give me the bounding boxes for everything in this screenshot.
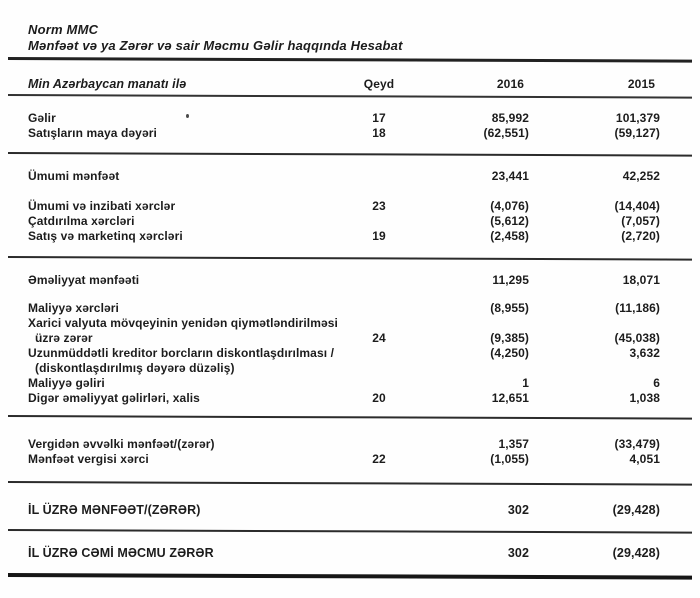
row-note: 19	[372, 229, 386, 243]
row-value-2016: (4,076)	[490, 199, 529, 213]
row-label: İL ÜZRƏ CƏMİ MƏCMU ZƏRƏR	[28, 546, 214, 560]
table-row-fx-revaluation-line1: Xarici valyuta mövqeyinin yenidən qiymət…	[28, 316, 660, 331]
column-header-2015: 2015	[627, 77, 655, 91]
row-label: Ümumi mənfəət	[28, 169, 120, 183]
table-row-total-comprehensive-loss: İL ÜZRƏ CƏMİ MƏCMU ZƏRƏR 302 (29,428)	[28, 546, 660, 561]
row-value-2016: 11,295	[492, 273, 529, 287]
statement-content: Norm MMC Mənfəət və ya Zərər və sair Məc…	[7, 22, 693, 580]
row-label: Maliyyə gəliri	[28, 376, 105, 390]
row-label: Əməliyyat mənfəəti	[28, 273, 140, 287]
row-label: Uzunmüddətli kreditor borcların diskontl…	[28, 346, 335, 360]
row-value-2016: 12,651	[491, 391, 529, 405]
row-label: Gəlir	[28, 111, 56, 125]
row-value-2016: (8,955)	[490, 301, 529, 315]
row-value-2015: 6	[653, 376, 660, 390]
table-row-discounting-line2: (diskontlaşdırılmış dəyərə düzəliş)	[28, 361, 660, 376]
row-value-2016: 1	[522, 376, 529, 390]
scan-artifact-dot	[186, 114, 189, 118]
row-label: üzrə zərər	[35, 331, 93, 345]
row-note: 18	[372, 126, 386, 140]
row-value-2016: (1,055)	[490, 452, 529, 466]
table-row-discounting-line1: Uzunmüddətli kreditor borcların diskontl…	[28, 346, 660, 361]
column-header-note: Qeyd	[363, 77, 395, 91]
row-value-2015: (59,127)	[614, 126, 660, 140]
section-divider	[7, 152, 692, 157]
company-name: Norm MMC	[28, 22, 99, 37]
row-value-2016: 302	[507, 503, 529, 517]
row-value-2015: 3,632	[629, 346, 660, 360]
row-value-2015: (45,038)	[614, 331, 660, 345]
row-value-2015: (29,428)	[612, 546, 660, 560]
section-divider	[7, 529, 692, 534]
row-note: 17	[372, 111, 386, 125]
row-label: Mənfəət vergisi xərci	[28, 452, 149, 466]
table-row-revenue: Gəlir 17 85,992 101,379	[28, 111, 660, 126]
row-label: Satış və marketinq xərcləri	[28, 229, 183, 243]
row-label: Vergidən əvvəlki mənfəət/(zərər)	[28, 437, 215, 451]
row-value-2015: 18,071	[622, 273, 660, 287]
row-label: Ümumi və inzibati xərclər	[28, 199, 176, 213]
section-divider	[7, 481, 692, 486]
section-divider	[7, 415, 692, 420]
row-label: Digər əməliyyat gəlirləri, xalis	[28, 391, 200, 405]
row-value-2015: 42,252	[622, 169, 660, 183]
row-label: Satışların maya dəyəri	[28, 126, 157, 140]
row-label: İL ÜZRƏ MƏNFƏƏT/(ZƏRƏR)	[28, 503, 201, 517]
row-value-2016: 85,992	[491, 111, 529, 125]
table-row-gross-profit: Ümumi mənfəət 23,441 42,252	[28, 169, 660, 184]
row-label: Maliyyə xərcləri	[28, 301, 119, 315]
row-value-2016: (2,458)	[490, 229, 529, 243]
row-value-2015: 4,051	[629, 452, 660, 466]
row-note: 23	[372, 199, 386, 213]
table-header-row: Min Azərbaycan manatı ilə Qeyd 2016 2015	[28, 77, 660, 94]
unit-label: Min Azərbaycan manatı ilə	[28, 77, 187, 91]
row-label: Çatdırılma xərcləri	[28, 214, 135, 228]
row-value-2015: 101,379	[615, 111, 660, 125]
bottom-divider	[7, 573, 693, 580]
row-value-2016: 23,441	[491, 169, 529, 183]
section-divider	[7, 256, 692, 261]
row-value-2016: (4,250)	[490, 346, 529, 360]
row-label: (diskontlaşdırılmış dəyərə düzəliş)	[35, 361, 235, 375]
row-value-2015: (11,186)	[615, 301, 660, 315]
table-row-cost-of-sales: Satışların maya dəyəri 18 (62,551) (59,1…	[28, 126, 660, 141]
row-note: 24	[372, 331, 386, 345]
table-row-finance-costs: Maliyyə xərcləri (8,955) (11,186)	[28, 301, 660, 316]
header-divider	[7, 94, 692, 99]
row-note: 20	[372, 391, 386, 405]
row-value-2015: (7,057)	[621, 214, 660, 228]
table-row-delivery-expenses: Çatdırılma xərcləri (5,612) (7,057)	[28, 214, 660, 229]
title-divider	[7, 57, 693, 63]
table-row-fx-revaluation-line2: üzrə zərər 24 (9,385) (45,038)	[28, 331, 660, 346]
row-value-2016: (5,612)	[490, 214, 529, 228]
row-value-2015: (14,404)	[614, 199, 660, 213]
column-header-2016: 2016	[496, 77, 524, 91]
table-row-finance-income: Maliyyə gəliri 1 6	[28, 376, 660, 391]
statement-title: Mənfəət və ya Zərər və sair Məcmu Gəlir …	[28, 38, 403, 53]
row-value-2015: (33,479)	[614, 437, 660, 451]
table-row-other-operating-income: Digər əməliyyat gəlirləri, xalis 20 12,6…	[28, 391, 660, 406]
table-row-sales-marketing-expenses: Satış və marketinq xərcləri 19 (2,458) (…	[28, 229, 660, 244]
row-value-2015: (2,720)	[621, 229, 660, 243]
row-value-2016: 302	[507, 546, 529, 560]
row-value-2016: 1,357	[498, 437, 529, 451]
table-row-operating-profit: Əməliyyat mənfəəti 11,295 18,071	[28, 273, 660, 288]
statement-header: Norm MMC Mənfəət və ya Zərər və sair Məc…	[28, 22, 660, 54]
row-value-2015: 1,038	[629, 391, 660, 405]
table-row-income-tax-expense: Mənfəət vergisi xərci 22 (1,055) 4,051	[28, 452, 660, 467]
table-row-profit-before-tax: Vergidən əvvəlki mənfəət/(zərər) 1,357 (…	[28, 437, 660, 452]
table-row-profit-for-year: İL ÜZRƏ MƏNFƏƏT/(ZƏRƏR) 302 (29,428)	[28, 503, 660, 518]
row-note: 22	[372, 452, 386, 466]
row-label: Xarici valyuta mövqeyinin yenidən qiymət…	[28, 316, 338, 330]
row-value-2015: (29,428)	[612, 503, 660, 517]
row-value-2016: (62,551)	[483, 126, 529, 140]
table-row-admin-expenses: Ümumi və inzibati xərclər 23 (4,076) (14…	[28, 199, 660, 214]
row-value-2016: (9,385)	[490, 331, 529, 345]
